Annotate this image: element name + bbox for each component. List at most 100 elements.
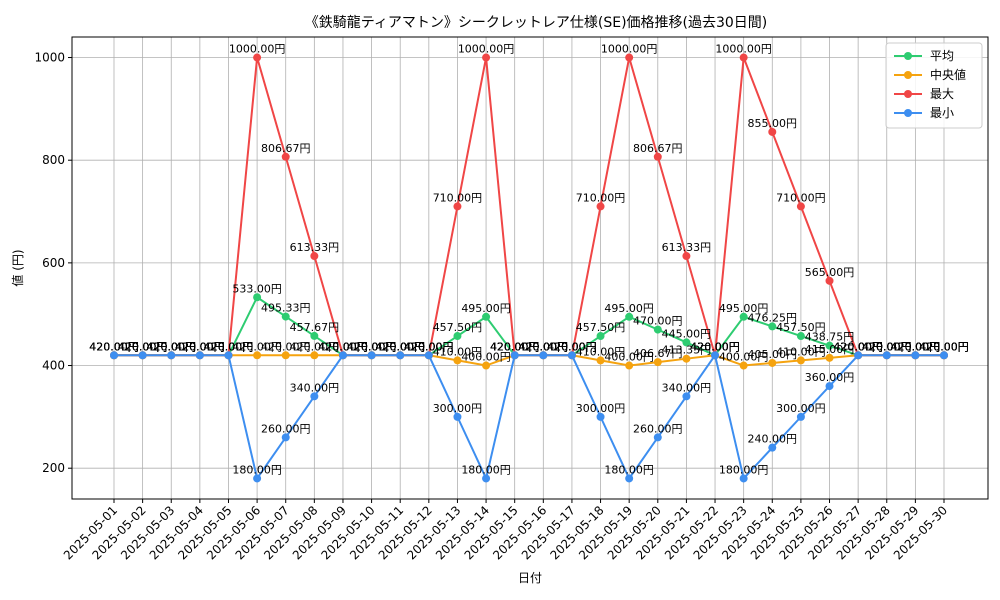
data-label: 420.00円 xyxy=(519,340,569,353)
data-label: 710.00円 xyxy=(776,191,826,204)
data-point xyxy=(796,202,805,211)
data-label: 420.00円 xyxy=(118,340,168,353)
data-label: 420.00円 xyxy=(375,340,425,353)
data-label: 806.67円 xyxy=(633,142,683,155)
data-label: 420.00円 xyxy=(547,340,597,353)
data-point xyxy=(453,356,462,365)
data-label: 180.00円 xyxy=(719,463,769,476)
y-tick-label: 600 xyxy=(42,256,65,270)
data-label: 420.00円 xyxy=(519,340,569,353)
data-point xyxy=(310,351,319,360)
data-point xyxy=(596,332,605,341)
data-label: 420.00円 xyxy=(404,340,454,353)
data-label: 410.00円 xyxy=(576,345,626,358)
data-point xyxy=(682,338,691,347)
grid-lines xyxy=(72,37,988,499)
data-point xyxy=(482,474,491,483)
data-label: 495.33円 xyxy=(261,302,311,315)
chart-title: 《鉄騎龍ティアマトン》シークレットレア仕様(SE)価格推移(過去30日間) xyxy=(305,14,768,31)
data-label: 420.00円 xyxy=(690,340,740,353)
legend-marker xyxy=(904,71,912,79)
data-label: 420.00円 xyxy=(318,340,368,353)
data-point xyxy=(596,202,605,211)
data-label: 420.00円 xyxy=(862,340,912,353)
data-label: 457.50円 xyxy=(576,321,626,334)
data-label: 260.00円 xyxy=(633,422,683,435)
data-point xyxy=(854,351,863,360)
data-label: 438.75円 xyxy=(805,331,855,344)
data-point xyxy=(739,53,748,62)
data-label: 420.00円 xyxy=(232,340,282,353)
data-label: 420.00円 xyxy=(375,340,425,353)
data-label: 420.00円 xyxy=(318,340,368,353)
data-label: 400.00円 xyxy=(461,351,511,364)
data-label: 710.00円 xyxy=(576,191,626,204)
data-label: 300.00円 xyxy=(576,402,626,415)
data-label: 400.00円 xyxy=(604,351,654,364)
legend-entry: 中央値 xyxy=(930,67,966,82)
data-label: 400.00円 xyxy=(719,351,769,364)
data-label: 420.00円 xyxy=(862,340,912,353)
data-label: 180.00円 xyxy=(604,463,654,476)
data-point xyxy=(482,53,491,62)
data-point xyxy=(138,351,147,360)
data-label: 1000.00円 xyxy=(601,43,658,56)
data-label: 457.50円 xyxy=(776,321,826,334)
data-label: 420.00円 xyxy=(175,340,225,353)
data-label: 240.00円 xyxy=(748,433,798,446)
data-label: 420.00円 xyxy=(490,340,540,353)
data-label: 420.00円 xyxy=(833,340,883,353)
data-label: 420.00円 xyxy=(118,340,168,353)
data-point xyxy=(768,127,777,136)
legend-entry: 平均 xyxy=(930,49,954,63)
data-label: 420.00円 xyxy=(175,340,225,353)
legend-marker xyxy=(904,52,912,60)
data-label: 180.00円 xyxy=(461,463,511,476)
data-label: 420.00円 xyxy=(89,340,139,353)
data-label: 420.00円 xyxy=(891,340,941,353)
data-label: 420.00円 xyxy=(89,340,139,353)
y-tick-label: 400 xyxy=(42,359,65,373)
data-label: 420.00円 xyxy=(146,340,196,353)
data-point xyxy=(310,252,319,261)
data-point xyxy=(453,412,462,421)
data-point xyxy=(253,474,262,483)
data-point xyxy=(739,312,748,321)
legend-entry: 最小 xyxy=(930,106,954,120)
series-2 xyxy=(110,53,948,360)
data-label: 855.00円 xyxy=(748,117,798,130)
data-point xyxy=(424,351,433,360)
data-point xyxy=(482,312,491,321)
data-point xyxy=(453,202,462,211)
data-label: 420.00円 xyxy=(118,340,168,353)
data-label: 420.00円 xyxy=(547,340,597,353)
data-label: 457.67円 xyxy=(290,321,340,334)
data-label: 420.00円 xyxy=(175,340,225,353)
data-label: 420.00円 xyxy=(547,340,597,353)
data-label: 420.00円 xyxy=(490,340,540,353)
data-point xyxy=(796,332,805,341)
data-label: 300.00円 xyxy=(433,402,483,415)
data-label: 300.00円 xyxy=(776,402,826,415)
y-tick-label: 200 xyxy=(42,461,65,475)
data-label: 710.00円 xyxy=(433,191,483,204)
data-label: 420.00円 xyxy=(347,340,397,353)
data-point xyxy=(739,361,748,370)
data-label: 420.00円 xyxy=(404,340,454,353)
data-label: 420.00円 xyxy=(519,340,569,353)
data-label: 420.00円 xyxy=(690,340,740,353)
plot-frame xyxy=(71,36,989,500)
data-label: 420.00円 xyxy=(404,340,454,353)
data-point xyxy=(338,351,347,360)
x-axis-label: 日付 xyxy=(518,571,542,585)
data-label: 410.00円 xyxy=(776,345,826,358)
data-label: 457.50円 xyxy=(433,321,483,334)
data-label: 420.00円 xyxy=(146,340,196,353)
data-point xyxy=(711,351,720,360)
data-point xyxy=(796,412,805,421)
data-label: 420.00円 xyxy=(919,340,969,353)
data-point xyxy=(825,341,834,350)
data-label: 420.00円 xyxy=(919,340,969,353)
data-label: 420.00円 xyxy=(490,340,540,353)
